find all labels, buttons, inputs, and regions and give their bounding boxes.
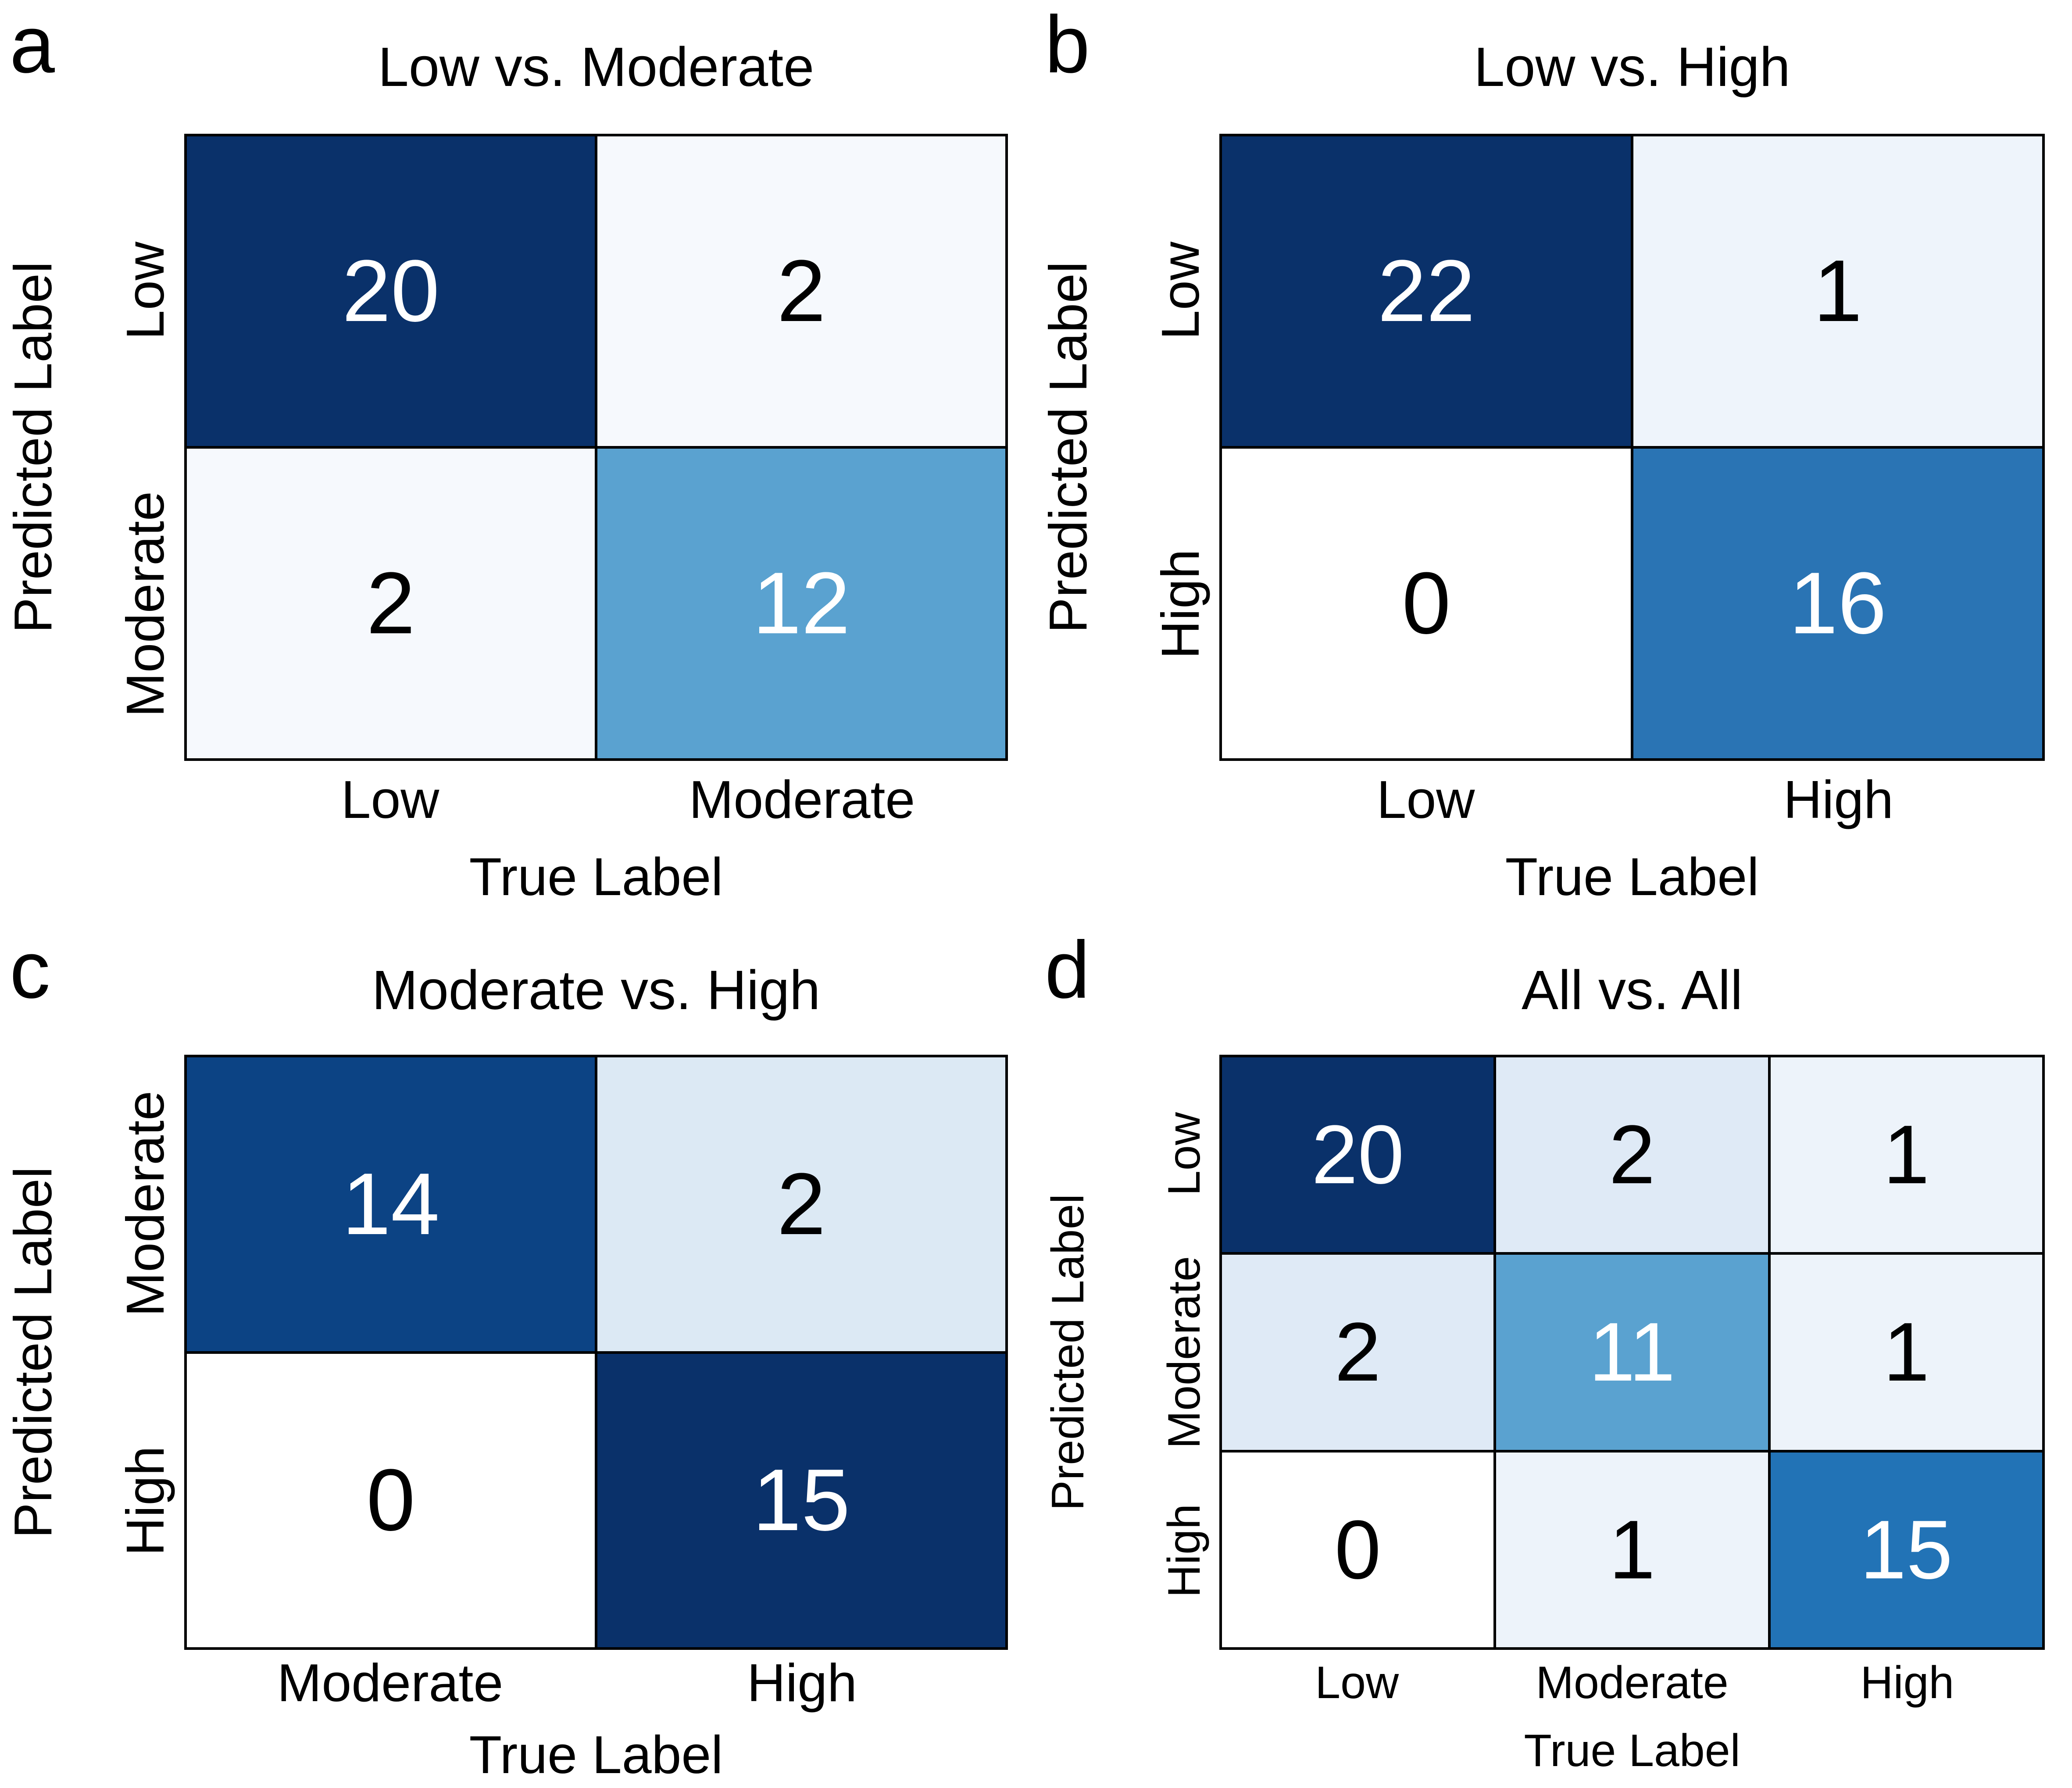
panel-b-x-axis-label: True Label (1505, 847, 1759, 906)
matrix-cell: 14 (187, 1057, 595, 1351)
matrix-cell: 1 (1496, 1452, 1768, 1647)
panel-c-letter: c (10, 925, 50, 1015)
matrix-cell: 20 (187, 136, 595, 446)
matrix-cell: 15 (597, 1353, 1005, 1647)
panel-a-x-axis-label: True Label (469, 847, 723, 906)
matrix-cell: 1 (1770, 1255, 2042, 1450)
matrix-cell: 0 (1222, 1452, 1494, 1647)
y-tick-label: Low (1101, 134, 1219, 447)
panel-b: b Low vs. High Predicted Label Low High … (1035, 0, 2072, 925)
x-tick-label: Low (1315, 1657, 1399, 1708)
panel-c: c Moderate vs. High Predicted Label Mode… (0, 925, 1035, 1788)
matrix-cell: 0 (187, 1353, 595, 1647)
panel-b-letter: b (1045, 0, 1090, 90)
y-tick-label: Moderate (66, 1055, 184, 1353)
x-tick-label: Low (1376, 769, 1475, 829)
matrix-cell: 15 (1770, 1452, 2042, 1647)
matrix-cell: 12 (597, 449, 1005, 758)
x-tick-label: Moderate (277, 1653, 504, 1713)
y-tick-text: Low (1150, 241, 1210, 340)
y-tick-label: Moderate (1101, 1253, 1219, 1451)
y-axis-label-text: Predicted Label (3, 1166, 63, 1538)
y-axis-label-text: Predicted Label (1043, 1194, 1093, 1511)
panel-b-y-ticks: Low High (1101, 134, 1219, 761)
x-tick-label: Moderate (689, 769, 915, 829)
panel-d-y-ticks: Low Moderate High (1101, 1055, 1219, 1650)
matrix-cell: 1 (1770, 1057, 2042, 1253)
panel-a-x-ticks: Low Moderate (184, 761, 1008, 838)
matrix-cell: 2 (597, 136, 1005, 446)
panel-d-x-ticks: Low Moderate High (1219, 1650, 2045, 1716)
y-tick-text: Low (1159, 1112, 1210, 1196)
y-tick-label: Low (66, 134, 184, 447)
panel-c-x-axis-label: True Label (469, 1725, 723, 1784)
panel-d-letter: d (1045, 925, 1090, 1015)
panel-a-confusion-matrix: 20 2 2 12 (184, 134, 1008, 761)
y-axis-label-text: Predicted Label (3, 261, 63, 633)
panel-d-title: All vs. All (1521, 959, 1743, 1021)
panel-a: a Low vs. Moderate Predicted Label Low M… (0, 0, 1035, 925)
y-tick-label: High (1101, 1452, 1219, 1650)
panel-c-y-ticks: Moderate High (66, 1055, 184, 1650)
panel-d: d All vs. All Predicted Label Low Modera… (1035, 925, 2072, 1788)
y-tick-text: Moderate (115, 491, 175, 717)
matrix-cell: 16 (1633, 449, 2042, 758)
panel-d-y-axis-label: Predicted Label (1035, 1055, 1101, 1650)
x-tick-label: High (1860, 1657, 1954, 1708)
y-tick-label: Moderate (66, 447, 184, 761)
y-tick-text: Moderate (115, 1090, 175, 1317)
matrix-cell: 11 (1496, 1255, 1768, 1450)
panel-c-y-axis-label: Predicted Label (0, 1055, 66, 1650)
matrix-cell: 0 (1222, 449, 1631, 758)
matrix-cell: 2 (187, 449, 595, 758)
y-tick-text: High (115, 1446, 175, 1556)
panel-a-letter: a (10, 0, 55, 90)
matrix-cell: 22 (1222, 136, 1631, 446)
matrix-cell: 20 (1222, 1057, 1494, 1253)
panel-d-x-axis-label: True Label (1524, 1725, 1740, 1776)
panel-d-confusion-matrix: 20 2 1 2 11 1 0 1 15 (1219, 1055, 2045, 1650)
matrix-cell: 2 (1222, 1255, 1494, 1450)
panel-b-y-axis-label: Predicted Label (1035, 134, 1101, 761)
panel-a-y-axis-label: Predicted Label (0, 134, 66, 761)
x-tick-label: High (1783, 769, 1893, 829)
x-tick-label: Low (341, 769, 439, 829)
y-axis-label-text: Predicted Label (1038, 261, 1098, 633)
matrix-cell: 2 (1496, 1057, 1768, 1253)
y-tick-text: High (1150, 549, 1210, 659)
panel-c-x-ticks: Moderate High (184, 1650, 1008, 1716)
y-tick-text: High (1159, 1503, 1210, 1598)
panel-c-title: Moderate vs. High (372, 959, 821, 1021)
panel-b-x-ticks: Low High (1219, 761, 2045, 838)
matrix-cell: 2 (597, 1057, 1005, 1351)
panel-a-y-ticks: Low Moderate (66, 134, 184, 761)
matrix-cell: 1 (1633, 136, 2042, 446)
panel-b-confusion-matrix: 22 1 0 16 (1219, 134, 2045, 761)
x-tick-label: Moderate (1536, 1657, 1729, 1708)
panel-c-confusion-matrix: 14 2 0 15 (184, 1055, 1008, 1650)
y-tick-text: Moderate (1159, 1256, 1210, 1449)
y-tick-label: High (66, 1353, 184, 1650)
y-tick-label: High (1101, 447, 1219, 761)
y-tick-text: Low (115, 241, 175, 340)
panel-b-title: Low vs. High (1474, 36, 1790, 98)
x-tick-label: High (747, 1653, 857, 1713)
panel-a-title: Low vs. Moderate (378, 36, 815, 98)
y-tick-label: Low (1101, 1055, 1219, 1253)
